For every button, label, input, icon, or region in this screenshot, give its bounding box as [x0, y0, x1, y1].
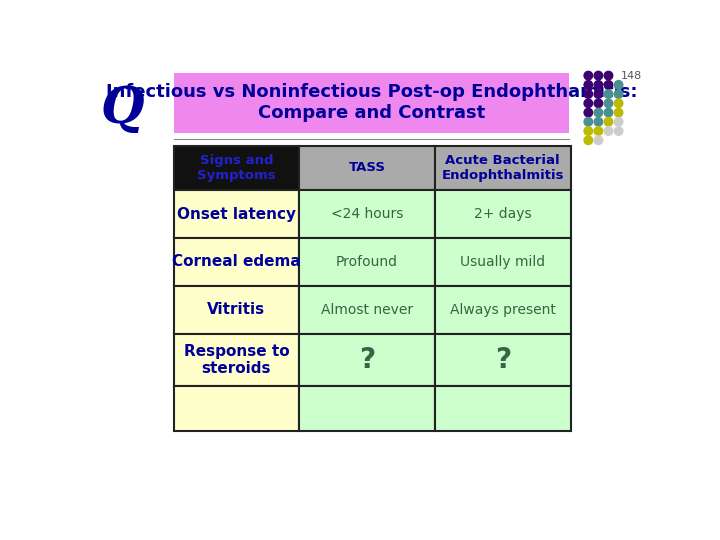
Circle shape — [594, 99, 603, 107]
Bar — [435, 334, 570, 386]
Circle shape — [604, 99, 613, 107]
Bar — [300, 386, 435, 430]
Circle shape — [614, 118, 623, 126]
Text: Vitritis: Vitritis — [207, 302, 266, 317]
Circle shape — [594, 109, 603, 117]
Bar — [300, 238, 435, 286]
Text: Q: Q — [101, 85, 144, 134]
Circle shape — [614, 80, 623, 89]
Circle shape — [584, 80, 593, 89]
Circle shape — [584, 71, 593, 80]
Circle shape — [594, 118, 603, 126]
Circle shape — [584, 90, 593, 98]
Circle shape — [604, 109, 613, 117]
Text: ?: ? — [495, 346, 510, 374]
Text: ?: ? — [359, 346, 375, 374]
Bar — [435, 386, 570, 430]
Text: Corneal edema: Corneal edema — [172, 254, 301, 269]
Bar — [174, 386, 300, 430]
Text: Onset latency: Onset latency — [177, 207, 296, 222]
Circle shape — [604, 80, 613, 89]
Circle shape — [614, 99, 623, 107]
Text: 148: 148 — [621, 71, 642, 81]
Bar — [174, 72, 569, 132]
Text: Almost never: Almost never — [321, 302, 413, 316]
Text: Response to
steroids: Response to steroids — [184, 343, 289, 376]
Circle shape — [594, 90, 603, 98]
Circle shape — [604, 118, 613, 126]
Circle shape — [584, 109, 593, 117]
Bar — [300, 334, 435, 386]
Text: Signs and
Symptoms: Signs and Symptoms — [197, 154, 276, 182]
Bar — [435, 238, 570, 286]
Circle shape — [594, 80, 603, 89]
Circle shape — [614, 127, 623, 135]
Bar — [435, 286, 570, 334]
Bar — [174, 286, 300, 334]
Text: Acute Bacterial
Endophthalmitis: Acute Bacterial Endophthalmitis — [441, 154, 564, 182]
Text: Infectious vs Noninfectious Post-op Endophthamitis:
Compare and Contrast: Infectious vs Noninfectious Post-op Endo… — [106, 83, 637, 122]
Circle shape — [604, 127, 613, 135]
Circle shape — [584, 118, 593, 126]
Circle shape — [614, 109, 623, 117]
Circle shape — [594, 127, 603, 135]
Text: Profound: Profound — [336, 255, 398, 269]
Bar — [174, 238, 300, 286]
Text: Usually mild: Usually mild — [460, 255, 545, 269]
Bar — [300, 190, 435, 238]
Bar — [174, 146, 300, 190]
Bar — [435, 146, 570, 190]
Text: 2+ days: 2+ days — [474, 207, 531, 221]
Text: <24 hours: <24 hours — [331, 207, 403, 221]
Bar — [174, 190, 300, 238]
Text: Always present: Always present — [450, 302, 556, 316]
Circle shape — [594, 136, 603, 145]
Circle shape — [614, 90, 623, 98]
Circle shape — [584, 136, 593, 145]
Circle shape — [584, 99, 593, 107]
Circle shape — [604, 90, 613, 98]
Circle shape — [584, 127, 593, 135]
Circle shape — [604, 71, 613, 80]
Bar — [435, 190, 570, 238]
Bar — [300, 286, 435, 334]
Text: TASS: TASS — [348, 161, 386, 174]
Circle shape — [594, 71, 603, 80]
Bar — [300, 146, 435, 190]
Bar — [174, 334, 300, 386]
